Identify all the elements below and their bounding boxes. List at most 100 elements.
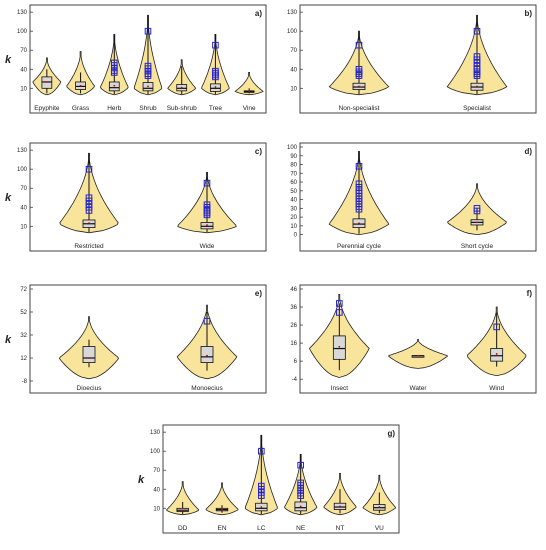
y-tick-label: 50 [290,189,297,195]
violin-group: Perennial cycle [328,151,390,250]
violin-shape [234,72,264,96]
outlier-point [336,309,343,316]
mean-marker [378,506,381,508]
mean-marker [206,224,208,226]
mean-marker [476,221,478,224]
y-tick-label: 72 [20,287,27,293]
y-tick-label: 40 [153,487,160,493]
chart-panel-g: 10 40 70 100 130 k g) DD EN LC NE NT VU [138,424,400,534]
y-tick-label: 70 [153,468,160,474]
outlier-point [144,27,152,35]
y-tick-label: 130 [17,10,28,16]
violin-group: Epyphite [32,57,62,112]
outlier-point [473,53,481,60]
y-tick-label: 100 [17,167,28,173]
mean-marker [180,86,183,89]
y-tick-label: 70 [290,48,297,54]
mean-marker [181,509,184,512]
y-tick-label: 130 [287,10,298,16]
violin-group: Insect [309,294,370,392]
y-tick-label: 36 [290,305,297,311]
outlier-point [355,187,363,195]
outlier-point [258,482,265,490]
category-label: Tree [209,105,223,112]
category-label: VU [375,525,384,532]
y-tick-label: 10 [290,86,297,92]
panel-frame [29,284,267,394]
y-tick-label: 16 [290,341,297,347]
chart-panel-f: -4 6 16 26 36 46 f) Insect Water Wind [290,284,537,394]
category-label: NE [296,525,306,532]
panel-letter: d) [524,147,532,156]
violin-group: NT [323,473,357,532]
panel-letter: f) [527,289,533,298]
y-tick-label: 130 [150,430,161,436]
outlier-point [203,179,211,187]
outlier-point [258,447,265,455]
violin-group: Shrub [133,14,163,112]
iqr-box [332,335,346,360]
iqr-box [200,346,214,364]
violin-group: Tree [201,34,230,112]
y-tick-label: -8 [22,379,28,385]
outlier-point [355,180,363,188]
category-label: Water [409,385,427,392]
category-label: Epyphite [34,105,60,112]
panel-letter: b) [524,9,532,18]
y-tick-label: 6 [294,359,298,365]
outlier-point [355,184,363,191]
panel-letter: e) [255,289,262,298]
outlier-point [297,479,304,487]
mean-marker [214,86,217,88]
y-tick-label: 70 [20,48,27,54]
y-tick-label: 70 [20,186,27,192]
violin-group: Wind [467,306,527,392]
panel-letter: a) [255,9,262,18]
category-label: NT [336,525,345,532]
y-tick-label: 100 [287,145,298,151]
mean-marker [113,84,116,87]
outlier-point [355,162,363,170]
category-label: Dioecius [77,385,103,392]
violin-group: Non-specialist [328,30,390,112]
violin-group: NE [284,454,318,532]
mean-marker [299,505,302,508]
mean-marker [495,353,498,355]
mean-marker [147,85,149,88]
category-label: Shrub [139,105,157,112]
violin-shape [387,339,449,369]
outlier-point [203,317,211,325]
chart-panel-e: -8 12 32 52 72 k e) Dioecius Monoecius [5,284,267,394]
violin-group: DD [166,481,200,532]
y-tick-label: 12 [20,356,27,362]
violin-group: Dioecius [58,316,120,392]
outlier-point [297,461,304,469]
panel-frame [162,424,400,534]
category-label: Specialist [463,105,491,112]
iqr-box [82,346,96,364]
outlier-point [212,67,219,75]
y-tick-label: 10 [153,506,160,512]
outlier-point [85,194,93,202]
violin-group: EN [205,482,239,532]
y-tick-label: 40 [290,198,297,204]
violin-group: Grass [66,51,95,112]
outlier-point [473,27,481,35]
panel-letter: c) [255,147,262,156]
y-tick-label: 10 [20,86,27,92]
category-label: Wide [200,243,215,250]
category-label: Non-specialist [339,105,380,112]
y-tick-label: 100 [17,29,28,35]
violin-group: Short cycle [447,183,507,250]
category-label: Herb [107,105,121,112]
y-tick-label: 90 [290,154,297,160]
panel-frame [29,142,267,252]
category-label: Perennial cycle [337,243,381,250]
outlier-point [493,323,500,331]
mean-marker [476,85,478,88]
violin-shape [166,481,200,516]
y-tick-label: 10 [290,224,297,230]
y-tick-label: 32 [20,333,27,339]
y-axis-label: k [138,474,145,486]
